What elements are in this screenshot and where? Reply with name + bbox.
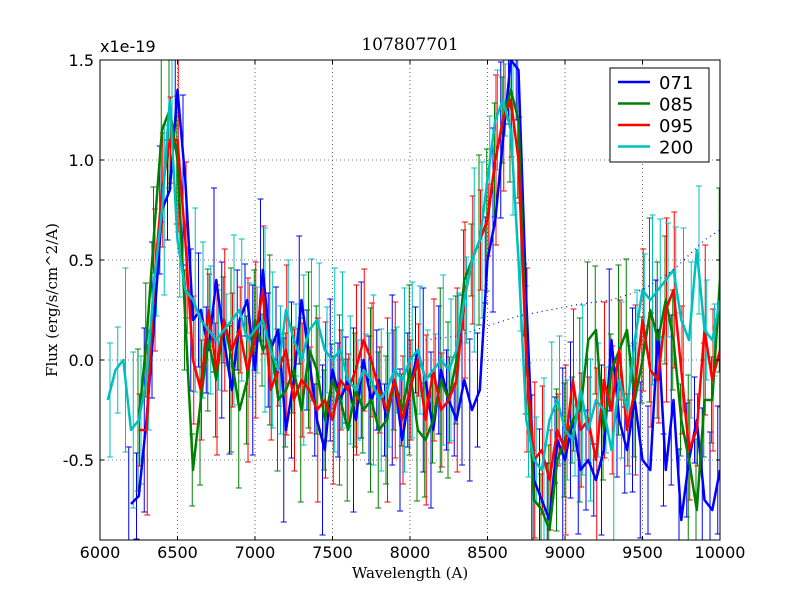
y-tick-label: -0.5 bbox=[63, 451, 94, 470]
x-tick-label: 9000 bbox=[545, 543, 586, 562]
y-tick-label: 1.0 bbox=[69, 151, 94, 170]
y-tick-label: 1.5 bbox=[69, 51, 94, 70]
series-line-085 bbox=[137, 88, 720, 532]
x-tick-label: 10000 bbox=[695, 543, 746, 562]
y-tick-label: 0.5 bbox=[69, 251, 94, 270]
x-tick-label: 6500 bbox=[157, 543, 198, 562]
y-axis-label: Flux (erg/s/cm^2/A) bbox=[43, 223, 61, 377]
y-tick-label: 0.0 bbox=[69, 351, 94, 370]
axis-ticks: 6000 6500 7000 7500 8000 8500 9000 9500 10000 -0.… bbox=[63, 51, 746, 562]
legend-label-095: 095 bbox=[659, 116, 693, 137]
x-tick-label: 8500 bbox=[467, 543, 508, 562]
x-tick-label: 8000 bbox=[390, 543, 431, 562]
y-offset-label: x1e-19 bbox=[100, 37, 156, 56]
x-tick-label: 7500 bbox=[312, 543, 353, 562]
legend-label-200: 200 bbox=[659, 138, 693, 159]
plot-area bbox=[106, 60, 720, 540]
legend-label-085: 085 bbox=[659, 95, 693, 116]
x-tick-label: 9500 bbox=[622, 543, 663, 562]
x-tick-label: 7000 bbox=[235, 543, 276, 562]
legend-label-071: 071 bbox=[659, 73, 693, 94]
x-tick-label: 6000 bbox=[80, 543, 121, 562]
series-line-200 bbox=[106, 98, 720, 472]
chart-title: 107807701 bbox=[361, 35, 458, 55]
x-axis-label: Wavelength (A) bbox=[352, 564, 468, 582]
